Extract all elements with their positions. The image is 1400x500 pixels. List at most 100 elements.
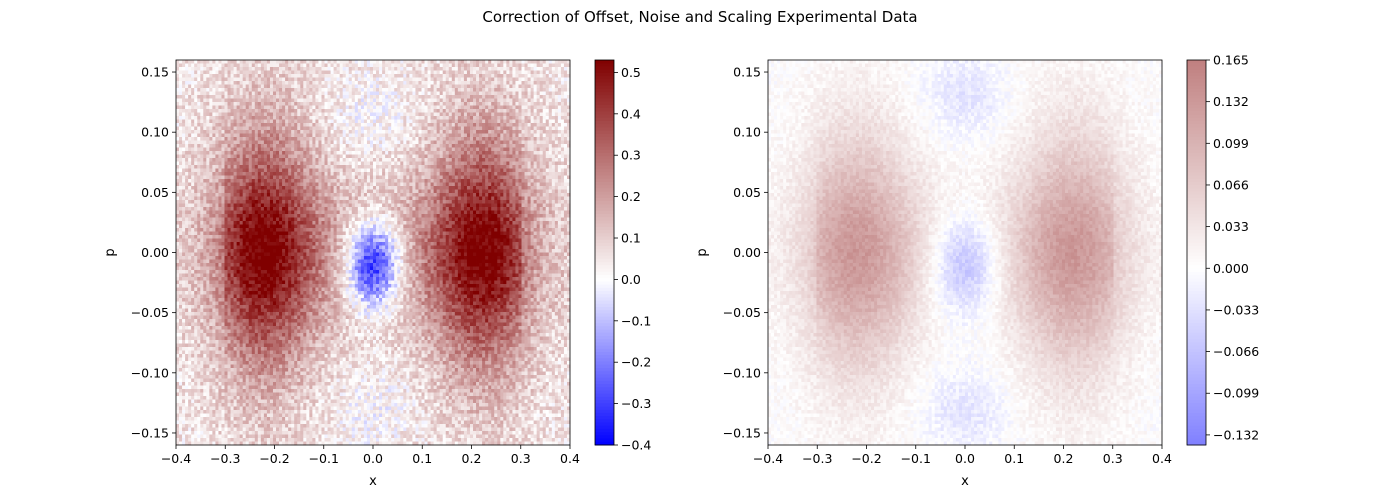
heatmap-cell [527,186,531,190]
heatmap-cell [342,130,347,134]
heatmap-cell [294,102,298,106]
heatmap-cell [324,147,328,152]
heatmap-cell [224,109,228,113]
heatmap-cell [376,182,380,187]
heatmap-cell [503,137,507,141]
heatmap-cell [315,70,319,75]
heatmap-cell [503,109,507,113]
heatmap-cell [179,98,183,103]
heatmap-cell [412,70,416,75]
heatmap-cell [312,130,316,134]
heatmap-cell [360,112,365,117]
heatmap-cell [257,88,262,92]
heatmap-cell [306,126,310,131]
heatmap-cell [433,116,438,120]
heatmap-cell [479,154,483,159]
heatmap-cell [485,119,489,124]
heatmap-cell [533,137,538,141]
heatmap-cell [254,165,259,169]
heatmap-cell [336,151,341,155]
heatmap-cell [300,126,304,131]
heatmap-cell [539,172,544,176]
heatmap-cell [536,67,541,71]
heatmap-cell [554,154,559,159]
heatmap-cell [209,140,213,145]
heatmap-cell [527,95,531,99]
heatmap-cell [324,186,328,190]
heatmap-cell [536,91,541,96]
heatmap-cell [179,84,183,89]
heatmap-cell [200,151,204,155]
heatmap-cell [324,133,328,138]
heatmap-cell [179,186,183,190]
heatmap-cell [373,91,377,96]
heatmap-cell [309,63,313,68]
heatmap-cell [503,186,507,190]
heatmap-cell [494,60,498,64]
heatmap-cell [554,182,559,187]
heatmap-cell [554,98,559,103]
heatmap-cell [188,186,192,190]
heatmap-cell [257,168,262,173]
heatmap-cell [327,88,331,92]
heatmap-cell [291,67,295,71]
heatmap-cell [221,137,225,141]
heatmap-cell [330,91,334,96]
heatmap-cell [382,189,386,194]
heatmap-cell [406,172,410,176]
heatmap-cell [479,116,483,120]
heatmap-cell [406,165,410,169]
heatmap-cell [433,130,438,134]
heatmap-cell [557,109,562,113]
heatmap-cell [448,172,453,176]
heatmap-cell [442,70,447,75]
heatmap-cell [460,168,465,173]
heatmap-cell [230,130,234,134]
heatmap-cell [263,189,268,194]
heatmap-cell [524,102,528,106]
heatmap-cell [327,130,331,134]
heatmap-cell [197,77,201,82]
heatmap-cell [497,147,501,152]
heatmap-cell [433,91,438,96]
heatmap-cell [433,81,438,85]
heatmap-cell [533,133,538,138]
heatmap-cell [357,105,362,110]
heatmap-cell [300,189,304,194]
heatmap-cell [279,189,283,194]
heatmap-cell [351,161,356,166]
heatmap-cell [285,165,289,169]
heatmap-cell [233,161,238,166]
heatmap-cell [212,88,216,92]
heatmap-cell [433,144,438,148]
heatmap-cell [506,91,510,96]
heatmap-cell [209,130,213,134]
heatmap-cell [485,144,489,148]
heatmap-cell [263,102,268,106]
heatmap-cell [482,84,486,89]
heatmap-cell [421,77,425,82]
heatmap-cell [303,116,307,120]
heatmap-cell [391,60,395,64]
heatmap-cell [233,91,238,96]
heatmap-cell [397,186,401,190]
heatmap-cell [491,77,495,82]
heatmap-cell [545,137,550,141]
heatmap-cell [342,179,347,183]
heatmap-cell [454,165,459,169]
heatmap-cell [233,154,238,159]
heatmap-cell [194,98,198,103]
heatmap-cell [300,88,304,92]
heatmap-cell [369,154,374,159]
heatmap-cell [442,144,447,148]
heatmap-cell [385,175,389,180]
heatmap-cell [476,133,480,138]
heatmap-cell [506,77,510,82]
heatmap-cell [315,98,319,103]
heatmap-cell [242,81,247,85]
heatmap-cell [433,119,438,124]
heatmap-cell [430,151,435,155]
heatmap-cell [560,137,565,141]
heatmap-cell [500,130,504,134]
heatmap-cell [409,182,413,187]
